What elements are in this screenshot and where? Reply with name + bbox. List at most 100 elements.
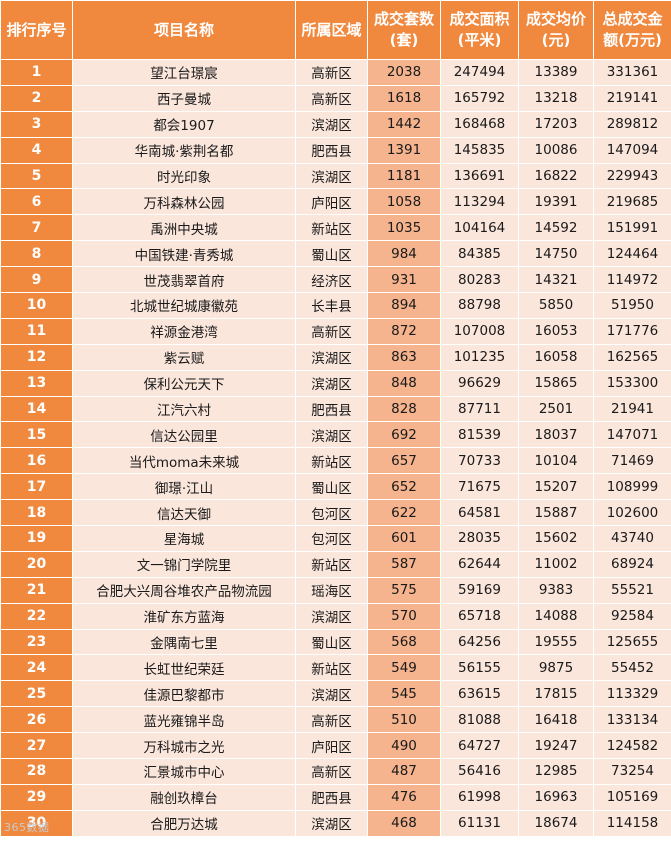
table-row: 5 时光印象 滨湖区 1181 136691 16822 229943 [0,162,671,190]
units-sold-cell: 549 [367,654,441,682]
table-row: 22 淮矿东方蓝海 滨湖区 570 65718 14088 92584 [0,602,671,630]
rank-cell: 1 [0,59,73,86]
project-name-cell: 信达公园里 [72,421,296,449]
district-cell: 新站区 [295,654,368,682]
table-row: 21 合肥大兴周谷堆农产品物流园 瑶海区 575 59169 9383 55521 [0,576,671,604]
rank-cell: 13 [0,369,73,397]
header-district: 所属区域 [295,0,368,60]
district-cell: 经济区 [295,266,368,294]
project-name-cell: 汇景城市中心 [72,758,296,785]
area-sold-cell: 28035 [440,525,519,552]
table-row: 14 江汽六村 肥西县 828 87711 2501 21941 [0,395,671,423]
avg-price-cell: 10104 [518,447,594,475]
table-row: 3 都会1907 滨湖区 1442 168468 17203 289812 [0,110,671,138]
rank-cell: 7 [0,214,73,242]
area-sold-cell: 96629 [440,369,519,397]
project-name-cell: 时光印象 [72,162,296,190]
avg-price-cell: 12985 [518,758,594,785]
project-name-cell: 都会1907 [72,110,296,138]
project-name-cell: 保利公元天下 [72,369,296,397]
avg-price-cell: 19555 [518,628,594,656]
total-amount-cell: 105169 [593,783,671,811]
rank-cell: 17 [0,473,73,501]
units-sold-cell: 657 [367,447,441,475]
district-cell: 滨湖区 [295,162,368,190]
rank-cell: 12 [0,343,73,371]
avg-price-cell: 15207 [518,473,594,501]
table-row: 16 当代moma未来城 新站区 657 70733 10104 71469 [0,447,671,475]
district-cell: 高新区 [295,706,368,734]
units-sold-cell: 1181 [367,162,441,190]
project-name-cell: 江汽六村 [72,395,296,423]
district-cell: 高新区 [295,758,368,785]
district-cell: 瑶海区 [295,576,368,604]
district-cell: 滨湖区 [295,421,368,449]
units-sold-cell: 1618 [367,84,441,112]
table-row: 26 蓝光雍锦半岛 高新区 510 81088 16418 133134 [0,706,671,734]
table-row: 17 御璟·江山 蜀山区 652 71675 15207 108999 [0,473,671,501]
area-sold-cell: 63615 [440,680,519,708]
area-sold-cell: 145835 [440,136,519,164]
units-sold-cell: 622 [367,499,441,527]
header-rank: 排行序号 [0,0,73,60]
avg-price-cell: 14088 [518,602,594,630]
avg-price-cell: 5850 [518,292,594,319]
table-row: 20 文一锦门学院里 新站区 587 62644 11002 68924 [0,550,671,578]
rank-cell: 30 [0,809,73,837]
avg-price-cell: 10086 [518,136,594,164]
area-sold-cell: 80283 [440,266,519,294]
total-amount-cell: 219141 [593,84,671,112]
avg-price-cell: 11002 [518,550,594,578]
total-amount-cell: 331361 [593,59,671,86]
area-sold-cell: 65718 [440,602,519,630]
total-amount-cell: 171776 [593,317,671,345]
avg-price-cell: 14592 [518,214,594,242]
area-sold-cell: 104164 [440,214,519,242]
table-row: 25 佳源巴黎都市 滨湖区 545 63615 17815 113329 [0,680,671,708]
district-cell: 肥西县 [295,783,368,811]
rank-cell: 22 [0,602,73,630]
rank-cell: 6 [0,188,73,216]
units-sold-cell: 984 [367,240,441,268]
area-sold-cell: 59169 [440,576,519,604]
project-name-cell: 星海城 [72,525,296,552]
avg-price-cell: 9875 [518,654,594,682]
table-row: 10 北城世纪城康徽苑 长丰县 894 88798 5850 51950 [0,292,671,319]
rank-cell: 9 [0,266,73,294]
rank-cell: 25 [0,680,73,708]
rank-cell: 23 [0,628,73,656]
units-sold-cell: 570 [367,602,441,630]
table-row: 2 西子曼城 高新区 1618 165792 13218 219141 [0,84,671,112]
total-amount-cell: 147094 [593,136,671,164]
district-cell: 肥西县 [295,136,368,164]
units-sold-cell: 476 [367,783,441,811]
rank-cell: 21 [0,576,73,604]
district-cell: 滨湖区 [295,809,368,837]
project-name-cell: 祥源金港湾 [72,317,296,345]
total-amount-cell: 43740 [593,525,671,552]
area-sold-cell: 70733 [440,447,519,475]
project-name-cell: 万科城市之光 [72,732,296,760]
units-sold-cell: 568 [367,628,441,656]
area-sold-cell: 56416 [440,758,519,785]
table-row: 23 金隅南七里 蜀山区 568 64256 19555 125655 [0,628,671,656]
area-sold-cell: 84385 [440,240,519,268]
project-name-cell: 万科森林公园 [72,188,296,216]
watermark-logo: 365数据 [4,821,50,834]
rank-cell: 10 [0,292,73,319]
project-name-cell: 长虹世纪荣廷 [72,654,296,682]
rank-cell: 11 [0,317,73,345]
district-cell: 肥西县 [295,395,368,423]
project-name-cell: 御璟·江山 [72,473,296,501]
district-cell: 庐阳区 [295,188,368,216]
units-sold-cell: 848 [367,369,441,397]
units-sold-cell: 601 [367,525,441,552]
rank-cell: 24 [0,654,73,682]
total-amount-cell: 114972 [593,266,671,294]
area-sold-cell: 62644 [440,550,519,578]
table-row: 8 中国铁建·青秀城 蜀山区 984 84385 14750 124464 [0,240,671,268]
units-sold-cell: 872 [367,317,441,345]
avg-price-cell: 9383 [518,576,594,604]
project-name-cell: 紫云赋 [72,343,296,371]
table-row: 27 万科城市之光 庐阳区 490 64727 19247 124582 [0,732,671,760]
